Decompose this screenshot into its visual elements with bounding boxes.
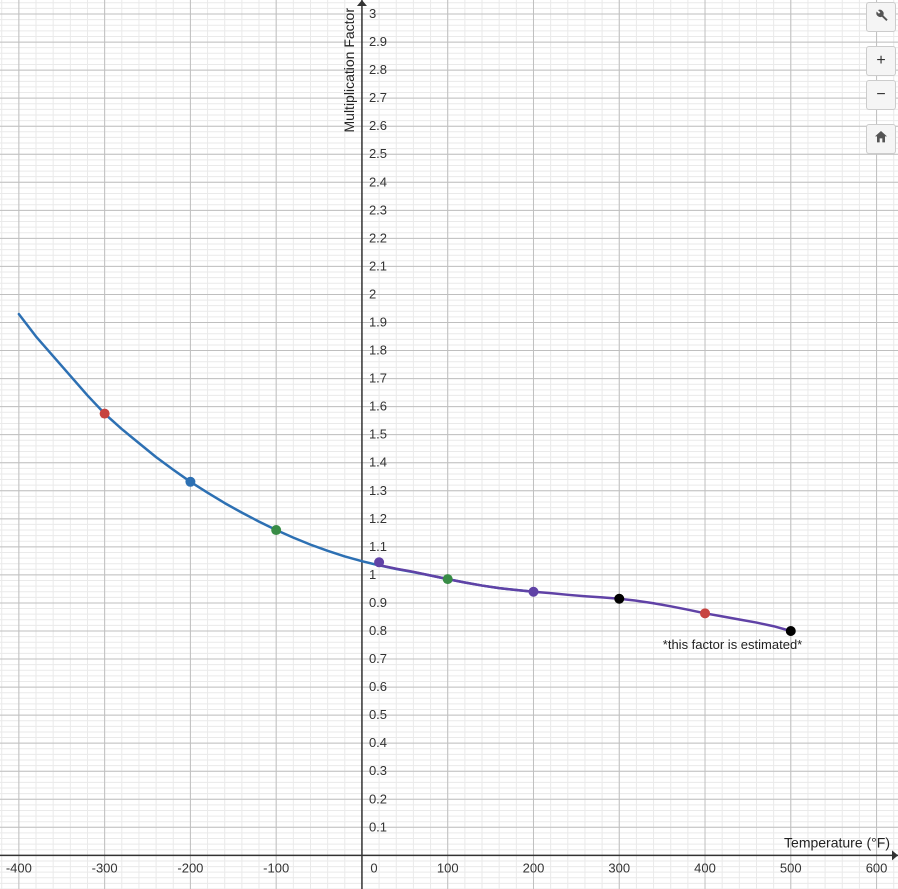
svg-text:2: 2 (369, 286, 376, 301)
svg-text:1.7: 1.7 (369, 371, 387, 386)
svg-text:0.7: 0.7 (369, 651, 387, 666)
svg-text:1: 1 (369, 567, 376, 582)
svg-text:0.6: 0.6 (369, 679, 387, 694)
svg-text:3: 3 (369, 6, 376, 21)
zoom-in-button[interactable]: + (866, 46, 896, 76)
chart-area[interactable]: -400 -300 -200 -100 0 100 200 300 400 500 600 0.1 0.… (0, 0, 898, 889)
svg-text:1.8: 1.8 (369, 343, 387, 358)
svg-text:0.3: 0.3 (369, 763, 387, 778)
svg-text:2.7: 2.7 (369, 90, 387, 105)
x-axis-label: Temperature (°F) (784, 834, 890, 850)
svg-text:0: 0 (370, 860, 377, 875)
svg-text:1.6: 1.6 (369, 399, 387, 414)
svg-text:-200: -200 (177, 860, 203, 875)
svg-text:-100: -100 (263, 860, 289, 875)
svg-text:2.9: 2.9 (369, 34, 387, 49)
svg-text:100: 100 (437, 860, 459, 875)
annotation-text: *this factor is estimated* (663, 637, 802, 652)
minus-icon: − (876, 86, 885, 104)
svg-text:2.1: 2.1 (369, 258, 387, 273)
svg-text:-400: -400 (6, 860, 32, 875)
svg-text:1.4: 1.4 (369, 455, 387, 470)
svg-text:1.3: 1.3 (369, 483, 387, 498)
settings-button[interactable] (866, 2, 896, 32)
home-icon (873, 129, 889, 150)
svg-text:1.2: 1.2 (369, 511, 387, 526)
plus-icon: + (876, 52, 885, 70)
svg-text:1.5: 1.5 (369, 427, 387, 442)
svg-text:0.1: 0.1 (369, 819, 387, 834)
svg-text:0.5: 0.5 (369, 707, 387, 722)
svg-text:1.9: 1.9 (369, 315, 387, 330)
svg-text:0.8: 0.8 (369, 623, 387, 638)
svg-text:2.4: 2.4 (369, 174, 387, 189)
svg-text:200: 200 (523, 860, 545, 875)
svg-text:300: 300 (608, 860, 630, 875)
svg-text:0.2: 0.2 (369, 791, 387, 806)
svg-text:600: 600 (866, 860, 888, 875)
svg-text:2.3: 2.3 (369, 202, 387, 217)
wrench-icon (873, 7, 889, 28)
y-axis-label: Multiplication Factor (341, 8, 357, 133)
svg-text:2.6: 2.6 (369, 118, 387, 133)
svg-text:2.8: 2.8 (369, 62, 387, 77)
svg-text:1.1: 1.1 (369, 539, 387, 554)
svg-text:2.2: 2.2 (369, 230, 387, 245)
svg-text:0.9: 0.9 (369, 595, 387, 610)
svg-text:0.4: 0.4 (369, 735, 387, 750)
svg-text:-300: -300 (92, 860, 118, 875)
svg-text:400: 400 (694, 860, 716, 875)
svg-text:2.5: 2.5 (369, 146, 387, 161)
home-button[interactable] (866, 124, 896, 154)
zoom-out-button[interactable]: − (866, 80, 896, 110)
svg-text:500: 500 (780, 860, 802, 875)
chart-toolbar: + − (866, 2, 896, 154)
